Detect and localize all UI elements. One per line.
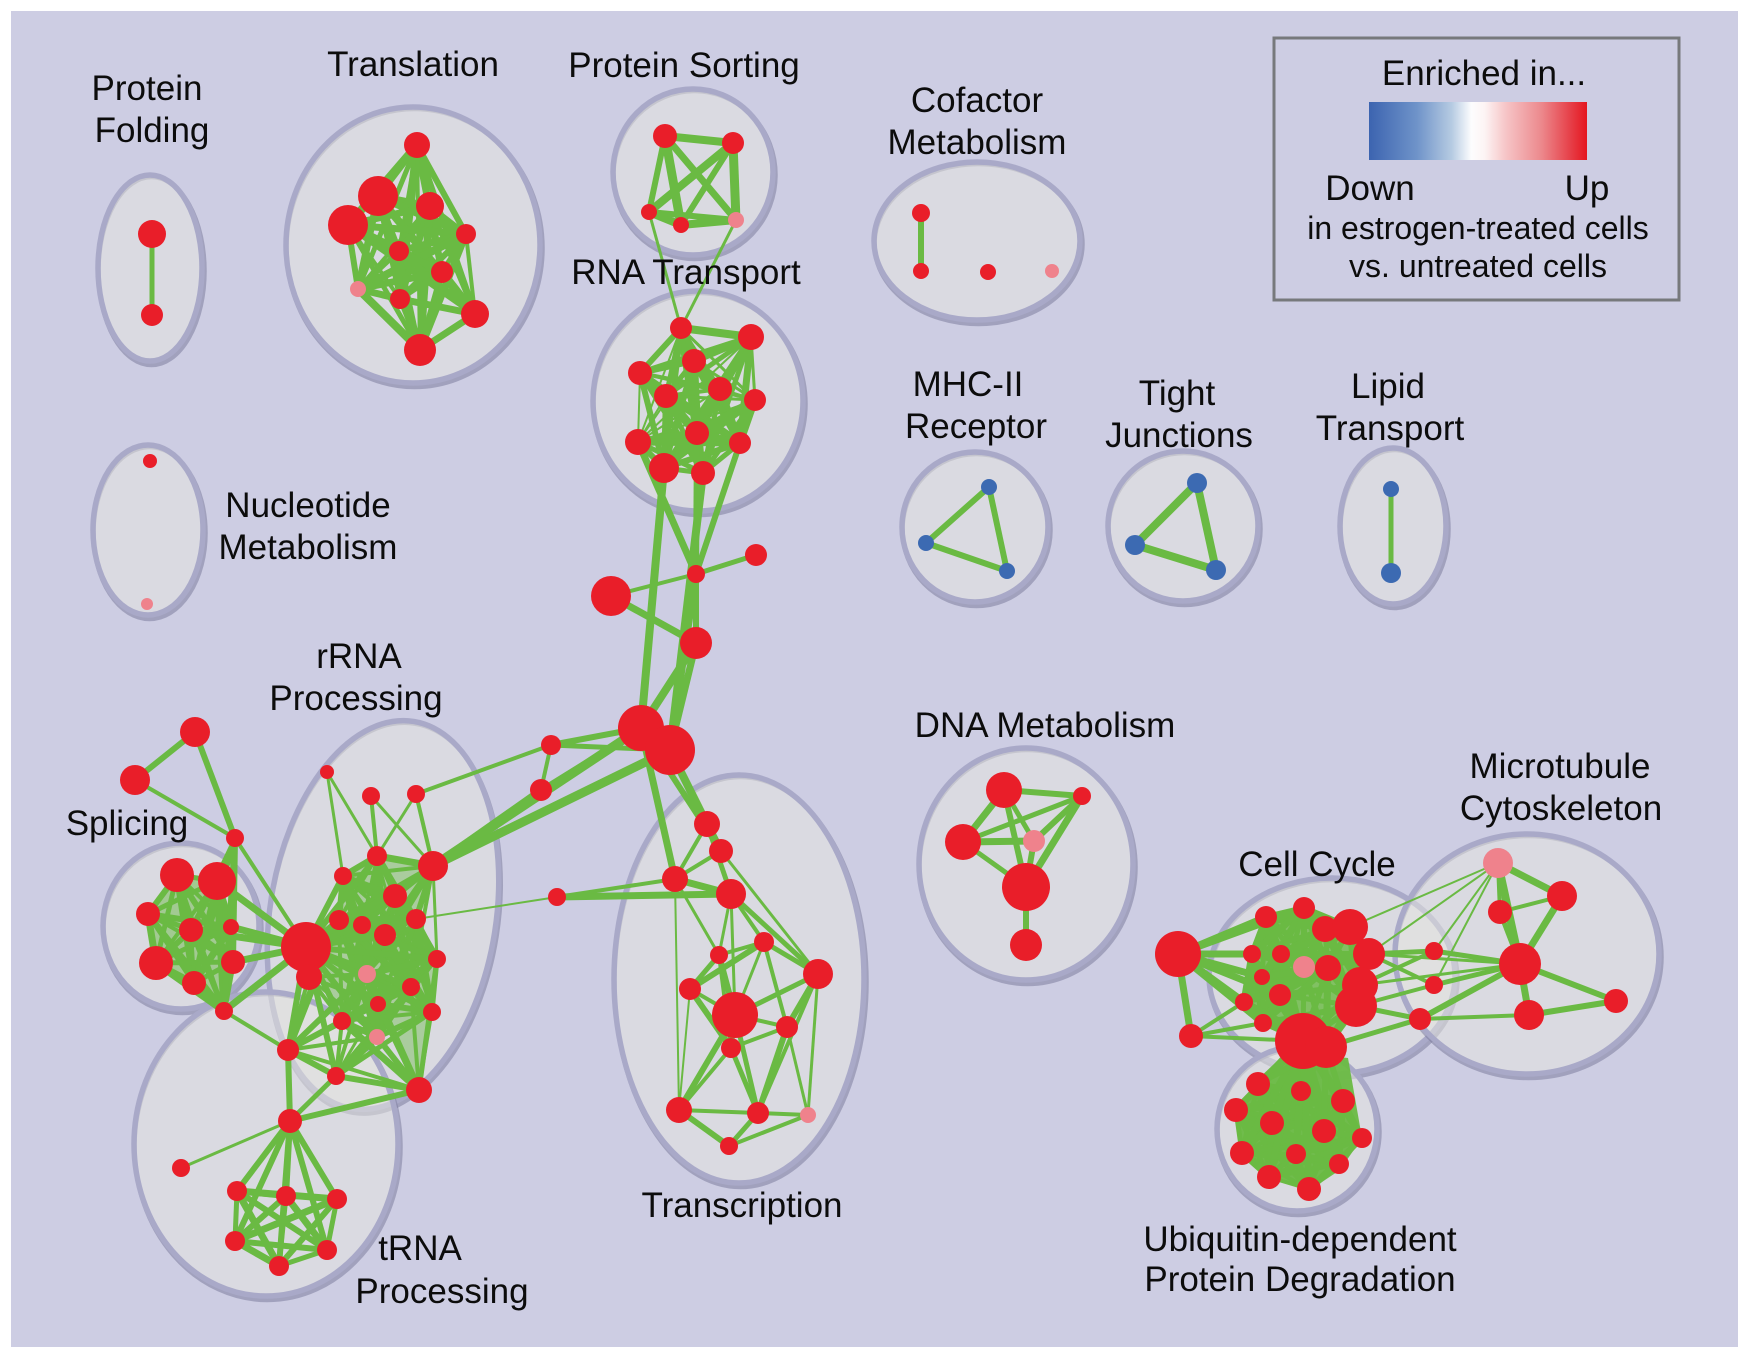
svg-text:Splicing: Splicing	[66, 804, 189, 843]
svg-text:Protein Degradation: Protein Degradation	[1144, 1260, 1455, 1299]
svg-text:Cytoskeleton: Cytoskeleton	[1460, 789, 1662, 828]
svg-text:Receptor: Receptor	[905, 407, 1047, 446]
svg-text:Nucleotide: Nucleotide	[225, 486, 390, 525]
svg-text:vs. untreated cells: vs. untreated cells	[1349, 248, 1607, 284]
svg-text:Microtubule: Microtubule	[1470, 747, 1651, 786]
svg-text:Cofactor: Cofactor	[911, 81, 1044, 120]
svg-text:Down: Down	[1325, 169, 1414, 208]
svg-text:Processing: Processing	[355, 1272, 528, 1311]
svg-text:Translation: Translation	[327, 45, 499, 84]
svg-text:Metabolism: Metabolism	[219, 528, 398, 567]
svg-text:Tight: Tight	[1139, 374, 1216, 413]
svg-text:rRNA: rRNA	[316, 637, 402, 676]
svg-text:Enriched in...: Enriched in...	[1382, 54, 1586, 93]
svg-text:Transport: Transport	[1316, 409, 1465, 448]
svg-text:DNA Metabolism: DNA Metabolism	[915, 706, 1176, 745]
svg-text:Processing: Processing	[269, 679, 442, 718]
svg-text:Folding: Folding	[95, 111, 210, 150]
svg-text:Protein Sorting: Protein Sorting	[568, 46, 800, 85]
svg-text:Transcription: Transcription	[642, 1186, 843, 1225]
svg-text:Protein: Protein	[92, 69, 203, 108]
svg-text:RNA Transport: RNA Transport	[571, 253, 801, 292]
svg-text:tRNA: tRNA	[378, 1229, 462, 1268]
svg-text:in estrogen-treated cells: in estrogen-treated cells	[1307, 210, 1649, 246]
svg-text:Up: Up	[1565, 169, 1610, 208]
svg-text:Junctions: Junctions	[1105, 416, 1253, 455]
svg-text:Cell Cycle: Cell Cycle	[1238, 845, 1396, 884]
svg-text:Ubiquitin-dependent: Ubiquitin-dependent	[1143, 1220, 1457, 1259]
svg-text:Metabolism: Metabolism	[888, 123, 1067, 162]
svg-text:Lipid: Lipid	[1351, 367, 1425, 406]
svg-text:MHC-II: MHC-II	[913, 365, 1024, 404]
